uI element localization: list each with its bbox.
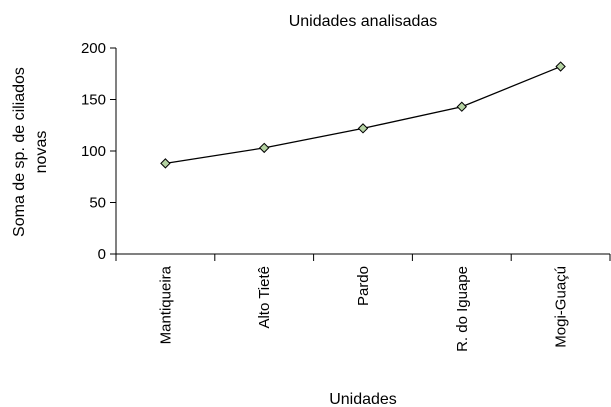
y-tick-label: 100 — [81, 143, 106, 160]
chart-title: Unidades analisadas — [289, 13, 438, 30]
data-point — [555, 61, 566, 72]
data-point — [357, 123, 369, 134]
y-axis-label: Soma de sp. de ciliados novas — [11, 67, 50, 237]
x-category-label: R. do Iguape — [454, 266, 471, 352]
y-axis-label-line-1: Soma de sp. de ciliados — [11, 67, 28, 237]
data-point — [456, 101, 468, 112]
y-axis-label-line-2: novas — [33, 131, 50, 174]
y-ticks: 0 50 100 150 200 — [81, 40, 116, 263]
data-point — [160, 158, 171, 169]
data-point — [258, 142, 270, 154]
y-tick-label: 0 — [98, 246, 106, 263]
x-ticks: Mantiqueira Alto Tietê Pardo R. do Iguape Mo… — [115, 254, 611, 352]
x-axis-label: Unidades — [329, 391, 397, 407]
y-tick-label: 150 — [81, 92, 106, 109]
x-category-label: Mogi-Guaçú — [553, 266, 570, 348]
x-category-label: Pardo — [355, 266, 372, 306]
series-line — [165, 65, 561, 165]
x-category-label: Alto Tietê — [256, 266, 273, 329]
y-tick-label: 50 — [89, 195, 106, 212]
x-category-label: Mantiqueira — [157, 265, 174, 344]
y-tick-label: 200 — [81, 40, 106, 57]
series-group — [160, 61, 566, 169]
